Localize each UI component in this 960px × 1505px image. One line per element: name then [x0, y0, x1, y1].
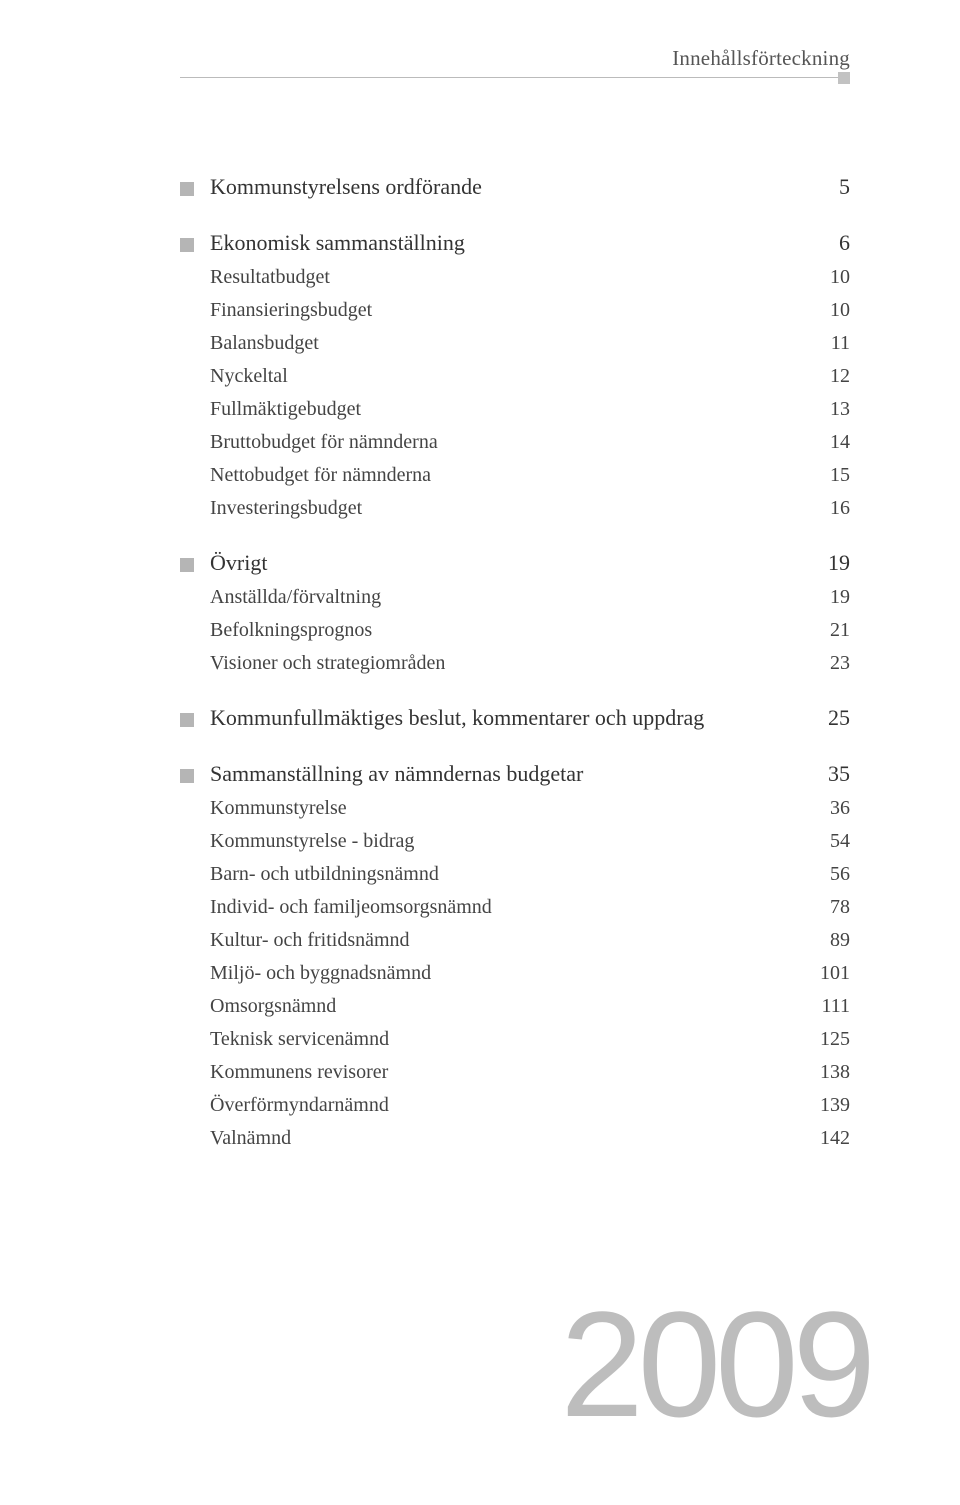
item-page: 36 — [800, 797, 850, 820]
item-label: Individ- och familjeomsorgsnämnd — [210, 896, 800, 919]
section-label: Ekonomisk sammanställning — [210, 230, 800, 256]
toc-item: Visioner och strategiområden 23 — [210, 652, 850, 675]
item-label: Bruttobudget för nämnderna — [210, 431, 800, 454]
item-page: 21 — [800, 619, 850, 642]
item-label: Balansbudget — [210, 332, 800, 355]
bullet-square-icon — [180, 713, 194, 727]
item-label: Befolkningsprognos — [210, 619, 800, 642]
toc-item: Överförmyndarnämnd 139 — [210, 1094, 850, 1117]
header-square-icon — [838, 72, 850, 84]
item-label: Fullmäktigebudget — [210, 398, 800, 421]
toc-item: Kommunstyrelse 36 — [210, 797, 850, 820]
item-label: Barn- och utbildningsnämnd — [210, 863, 800, 886]
bullet-square-icon — [180, 238, 194, 252]
section-page: 25 — [800, 705, 850, 731]
item-page: 19 — [800, 586, 850, 609]
bullet-square-icon — [180, 182, 194, 196]
toc-section: Kommunfullmäktiges beslut, kommentarer o… — [180, 705, 850, 731]
toc-item: Fullmäktigebudget 13 — [210, 398, 850, 421]
footer-year: 2009 — [560, 1278, 870, 1451]
toc-item: Kommunstyrelse - bidrag 54 — [210, 830, 850, 853]
bullet-square-icon — [180, 769, 194, 783]
item-page: 139 — [800, 1094, 850, 1117]
item-page: 12 — [800, 365, 850, 388]
toc-item: Individ- och familjeomsorgsnämnd 78 — [210, 896, 850, 919]
item-page: 10 — [800, 266, 850, 289]
toc-section: Ekonomisk sammanställning 6 — [180, 230, 850, 256]
item-label: Visioner och strategiområden — [210, 652, 800, 675]
toc-item: Finansieringsbudget 10 — [210, 299, 850, 322]
toc-item: Nyckeltal 12 — [210, 365, 850, 388]
section-page: 35 — [800, 761, 850, 787]
item-label: Resultatbudget — [210, 266, 800, 289]
header-title: Innehållsförteckning — [180, 46, 850, 71]
toc-item: Kultur- och fritidsnämnd 89 — [210, 929, 850, 952]
section-label: Kommunfullmäktiges beslut, kommentarer o… — [210, 705, 800, 731]
bullet-square-icon — [180, 558, 194, 572]
item-page: 23 — [800, 652, 850, 675]
item-page: 11 — [800, 332, 850, 355]
item-page: 78 — [800, 896, 850, 919]
item-label: Anställda/förvaltning — [210, 586, 800, 609]
toc-section: Sammanställning av nämndernas budgetar 3… — [180, 761, 850, 787]
item-page: 54 — [800, 830, 850, 853]
toc-item: Miljö- och byggnadsnämnd 101 — [210, 962, 850, 985]
section-page: 6 — [800, 230, 850, 256]
page-container: Innehållsförteckning Kommunstyrelsens or… — [0, 0, 960, 1505]
item-page: 101 — [800, 962, 850, 985]
toc-items: Anställda/förvaltning 19 Befolkningsprog… — [210, 586, 850, 675]
item-page: 16 — [800, 497, 850, 520]
item-label: Omsorgsnämnd — [210, 995, 800, 1018]
toc-item: Resultatbudget 10 — [210, 266, 850, 289]
toc-items: Kommunstyrelse 36 Kommunstyrelse - bidra… — [210, 797, 850, 1150]
section-page: 19 — [800, 550, 850, 576]
item-page: 14 — [800, 431, 850, 454]
toc-item: Investeringsbudget 16 — [210, 497, 850, 520]
item-label: Nyckeltal — [210, 365, 800, 388]
toc-item: Bruttobudget för nämnderna 14 — [210, 431, 850, 454]
toc-content: Kommunstyrelsens ordförande 5 Ekonomisk … — [180, 174, 850, 1150]
section-page: 5 — [800, 174, 850, 200]
section-label: Sammanställning av nämndernas budgetar — [210, 761, 800, 787]
toc-item: Teknisk servicenämnd 125 — [210, 1028, 850, 1051]
item-label: Kommunstyrelse - bidrag — [210, 830, 800, 853]
toc-item: Befolkningsprognos 21 — [210, 619, 850, 642]
toc-item: Kommunens revisorer 138 — [210, 1061, 850, 1084]
section-label: Kommunstyrelsens ordförande — [210, 174, 800, 200]
item-page: 125 — [800, 1028, 850, 1051]
item-page: 89 — [800, 929, 850, 952]
toc-item: Valnämnd 142 — [210, 1127, 850, 1150]
toc-item: Omsorgsnämnd 111 — [210, 995, 850, 1018]
toc-items: Resultatbudget 10 Finansieringsbudget 10… — [210, 266, 850, 520]
item-label: Kommunens revisorer — [210, 1061, 800, 1084]
item-label: Teknisk servicenämnd — [210, 1028, 800, 1051]
item-page: 142 — [800, 1127, 850, 1150]
item-label: Nettobudget för nämnderna — [210, 464, 800, 487]
toc-item: Balansbudget 11 — [210, 332, 850, 355]
toc-section: Övrigt 19 — [180, 550, 850, 576]
item-label: Miljö- och byggnadsnämnd — [210, 962, 800, 985]
item-label: Finansieringsbudget — [210, 299, 800, 322]
item-label: Kultur- och fritidsnämnd — [210, 929, 800, 952]
section-label: Övrigt — [210, 550, 800, 576]
item-label: Kommunstyrelse — [210, 797, 800, 820]
header-rule — [180, 77, 850, 78]
item-page: 111 — [800, 995, 850, 1018]
item-label: Överförmyndarnämnd — [210, 1094, 800, 1117]
toc-item: Nettobudget för nämnderna 15 — [210, 464, 850, 487]
item-page: 15 — [800, 464, 850, 487]
item-page: 138 — [800, 1061, 850, 1084]
toc-item: Anställda/förvaltning 19 — [210, 586, 850, 609]
item-label: Valnämnd — [210, 1127, 800, 1150]
item-page: 10 — [800, 299, 850, 322]
item-label: Investeringsbudget — [210, 497, 800, 520]
toc-item: Barn- och utbildningsnämnd 56 — [210, 863, 850, 886]
toc-section: Kommunstyrelsens ordförande 5 — [180, 174, 850, 200]
item-page: 13 — [800, 398, 850, 421]
item-page: 56 — [800, 863, 850, 886]
